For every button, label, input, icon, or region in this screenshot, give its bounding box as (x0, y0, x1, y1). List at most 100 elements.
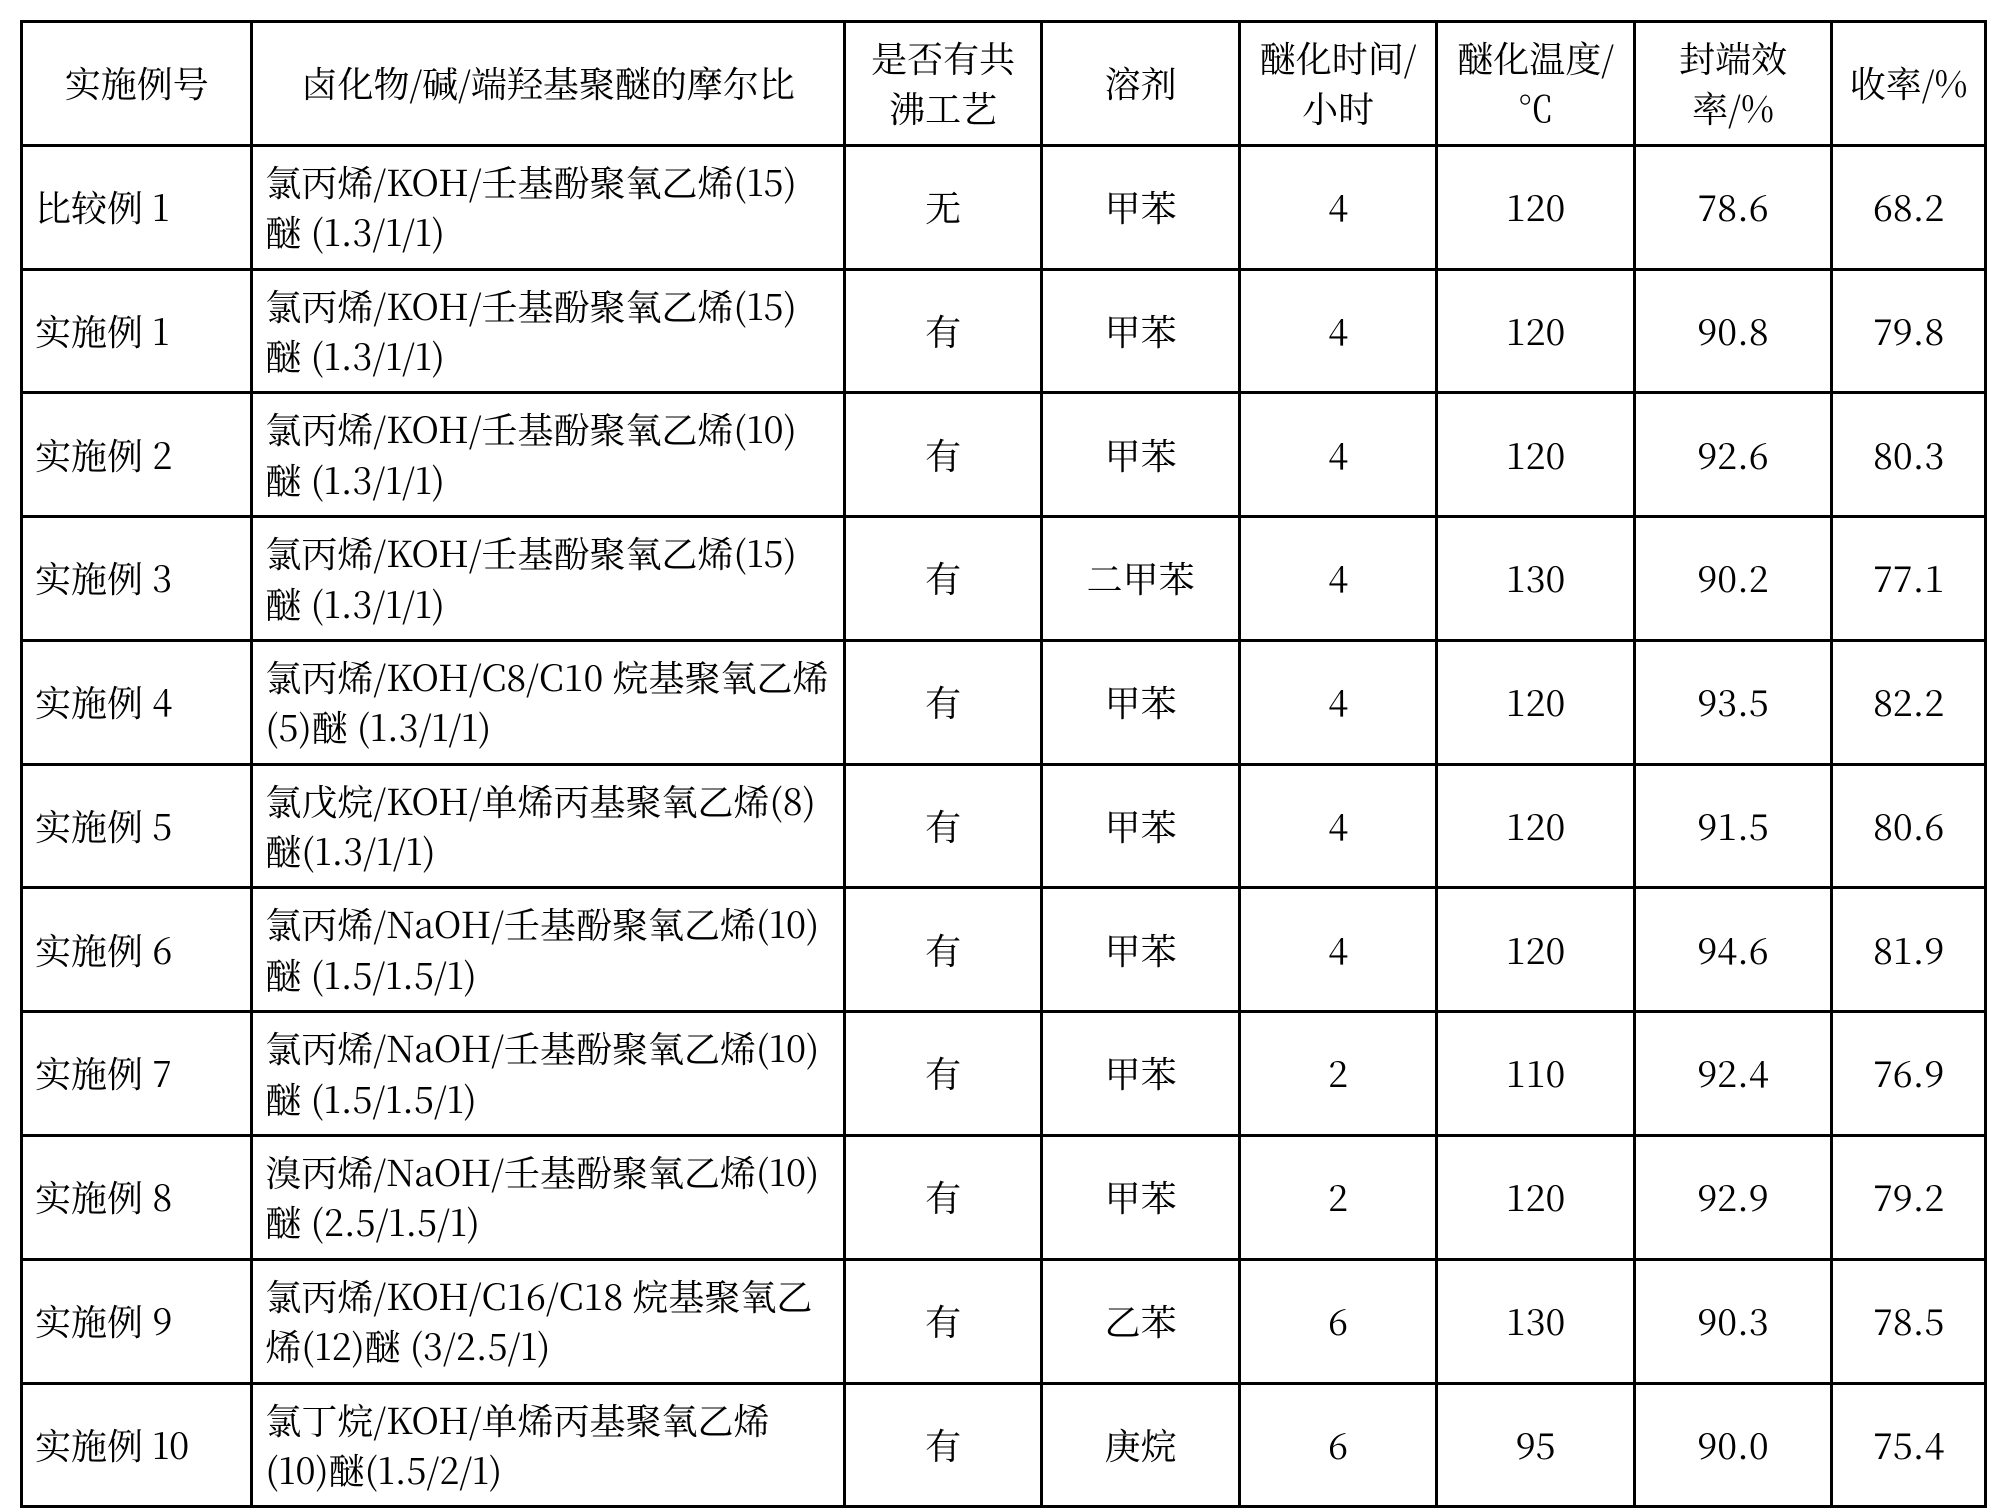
table-row: 实施例 9氯丙烯/KOH/C16/C18 烷基聚氧乙烯(12)醚 (3/2.5/… (22, 1259, 1986, 1383)
table-cell: 120 (1437, 269, 1634, 393)
table-cell: 实施例 9 (22, 1259, 252, 1383)
table-cell: 实施例 7 (22, 1012, 252, 1136)
table-row: 实施例 7氯丙烯/NaOH/壬基酚聚氧乙烯(10)醚 (1.5/1.5/1)有甲… (22, 1012, 1986, 1136)
table-cell: 实施例 10 (22, 1383, 252, 1507)
table-cell: 95 (1437, 1383, 1634, 1507)
table-cell: 90.3 (1634, 1259, 1831, 1383)
table-cell: 120 (1437, 393, 1634, 517)
table-cell: 6 (1239, 1383, 1436, 1507)
table-cell: 实施例 6 (22, 888, 252, 1012)
table-row: 比较例 1氯丙烯/KOH/壬基酚聚氧乙烯(15)醚 (1.3/1/1)无甲苯41… (22, 145, 1986, 269)
table-row: 实施例 2氯丙烯/KOH/壬基酚聚氧乙烯(10)醚 (1.3/1/1)有甲苯41… (22, 393, 1986, 517)
page: 实施例号 卤化物/碱/端羟基聚醚的摩尔比 是否有共沸工艺 溶剂 醚化时间/小时 … (0, 0, 2007, 1420)
table-cell: 78.6 (1634, 145, 1831, 269)
table-cell: 90.0 (1634, 1383, 1831, 1507)
table-cell: 实施例 2 (22, 393, 252, 517)
table-head: 实施例号 卤化物/碱/端羟基聚醚的摩尔比 是否有共沸工艺 溶剂 醚化时间/小时 … (22, 22, 1986, 146)
table-cell: 6 (1239, 1259, 1436, 1383)
col-header-efficiency: 封端效率/% (1634, 22, 1831, 146)
table-cell: 氯丁烷/KOH/单烯丙基聚氧乙烯(10)醚(1.5/2/1) (252, 1383, 845, 1507)
table-cell: 2 (1239, 1136, 1436, 1260)
table-body: 比较例 1氯丙烯/KOH/壬基酚聚氧乙烯(15)醚 (1.3/1/1)无甲苯41… (22, 145, 1986, 1507)
table-cell: 氯丙烯/KOH/壬基酚聚氧乙烯(15)醚 (1.3/1/1) (252, 145, 845, 269)
table-cell: 94.6 (1634, 888, 1831, 1012)
table-cell: 有 (844, 1383, 1041, 1507)
table-cell: 120 (1437, 764, 1634, 888)
table-cell: 实施例 3 (22, 517, 252, 641)
table-header-row: 实施例号 卤化物/碱/端羟基聚醚的摩尔比 是否有共沸工艺 溶剂 醚化时间/小时 … (22, 22, 1986, 146)
table-cell: 甲苯 (1042, 1136, 1239, 1260)
col-header-temp: 醚化温度/℃ (1437, 22, 1634, 146)
table-cell: 2 (1239, 1012, 1436, 1136)
table-cell: 92.4 (1634, 1012, 1831, 1136)
table-cell: 二甲苯 (1042, 517, 1239, 641)
table-cell: 120 (1437, 640, 1634, 764)
table-cell: 有 (844, 269, 1041, 393)
table-cell: 4 (1239, 517, 1436, 641)
table-cell: 120 (1437, 888, 1634, 1012)
table-cell: 溴丙烯/NaOH/壬基酚聚氧乙烯(10)醚 (2.5/1.5/1) (252, 1136, 845, 1260)
table-cell: 乙苯 (1042, 1259, 1239, 1383)
col-header-solvent: 溶剂 (1042, 22, 1239, 146)
table-cell: 130 (1437, 517, 1634, 641)
table-cell: 实施例 4 (22, 640, 252, 764)
table-cell: 76.9 (1832, 1012, 1986, 1136)
table-cell: 81.9 (1832, 888, 1986, 1012)
table-cell: 4 (1239, 888, 1436, 1012)
table-cell: 93.5 (1634, 640, 1831, 764)
table-cell: 氯丙烯/KOH/壬基酚聚氧乙烯(15)醚 (1.3/1/1) (252, 517, 845, 641)
table-cell: 82.2 (1832, 640, 1986, 764)
table-cell: 77.1 (1832, 517, 1986, 641)
table-cell: 120 (1437, 145, 1634, 269)
table-cell: 90.2 (1634, 517, 1831, 641)
table-cell: 78.5 (1832, 1259, 1986, 1383)
table-cell: 75.4 (1832, 1383, 1986, 1507)
table-row: 实施例 1氯丙烯/KOH/壬基酚聚氧乙烯(15)醚 (1.3/1/1)有甲苯41… (22, 269, 1986, 393)
table-cell: 有 (844, 764, 1041, 888)
table-cell: 80.3 (1832, 393, 1986, 517)
table-cell: 79.8 (1832, 269, 1986, 393)
table-cell: 庚烷 (1042, 1383, 1239, 1507)
table-cell: 4 (1239, 764, 1436, 888)
table-cell: 92.9 (1634, 1136, 1831, 1260)
table-cell: 有 (844, 888, 1041, 1012)
table-cell: 120 (1437, 1136, 1634, 1260)
table-cell: 4 (1239, 145, 1436, 269)
table-cell: 有 (844, 393, 1041, 517)
table-cell: 实施例 8 (22, 1136, 252, 1260)
table-cell: 实施例 1 (22, 269, 252, 393)
table-cell: 110 (1437, 1012, 1634, 1136)
table-cell: 4 (1239, 269, 1436, 393)
table-cell: 有 (844, 1136, 1041, 1260)
data-table: 实施例号 卤化物/碱/端羟基聚醚的摩尔比 是否有共沸工艺 溶剂 醚化时间/小时 … (20, 20, 1987, 1508)
table-cell: 氯戊烷/KOH/单烯丙基聚氧乙烯(8)醚(1.3/1/1) (252, 764, 845, 888)
table-cell: 比较例 1 (22, 145, 252, 269)
col-header-molar-ratio: 卤化物/碱/端羟基聚醚的摩尔比 (252, 22, 845, 146)
table-cell: 90.8 (1634, 269, 1831, 393)
col-header-example-no: 实施例号 (22, 22, 252, 146)
table-row: 实施例 6氯丙烯/NaOH/壬基酚聚氧乙烯(10)醚 (1.5/1.5/1)有甲… (22, 888, 1986, 1012)
table-row: 实施例 5氯戊烷/KOH/单烯丙基聚氧乙烯(8)醚(1.3/1/1)有甲苯412… (22, 764, 1986, 888)
table-cell: 甲苯 (1042, 1012, 1239, 1136)
table-cell: 甲苯 (1042, 888, 1239, 1012)
table-cell: 130 (1437, 1259, 1634, 1383)
table-cell: 80.6 (1832, 764, 1986, 888)
col-header-yield: 收率/% (1832, 22, 1986, 146)
table-cell: 甲苯 (1042, 269, 1239, 393)
col-header-azeotrope: 是否有共沸工艺 (844, 22, 1041, 146)
table-cell: 有 (844, 1012, 1041, 1136)
table-cell: 实施例 5 (22, 764, 252, 888)
table-cell: 91.5 (1634, 764, 1831, 888)
table-cell: 甲苯 (1042, 145, 1239, 269)
table-cell: 有 (844, 1259, 1041, 1383)
table-cell: 氯丙烯/NaOH/壬基酚聚氧乙烯(10)醚 (1.5/1.5/1) (252, 1012, 845, 1136)
table-cell: 甲苯 (1042, 393, 1239, 517)
table-cell: 4 (1239, 640, 1436, 764)
table-row: 实施例 3氯丙烯/KOH/壬基酚聚氧乙烯(15)醚 (1.3/1/1)有二甲苯4… (22, 517, 1986, 641)
table-cell: 氯丙烯/NaOH/壬基酚聚氧乙烯(10)醚 (1.5/1.5/1) (252, 888, 845, 1012)
table-cell: 甲苯 (1042, 640, 1239, 764)
table-cell: 无 (844, 145, 1041, 269)
table-cell: 79.2 (1832, 1136, 1986, 1260)
table-cell: 甲苯 (1042, 764, 1239, 888)
table-row: 实施例 8溴丙烯/NaOH/壬基酚聚氧乙烯(10)醚 (2.5/1.5/1)有甲… (22, 1136, 1986, 1260)
